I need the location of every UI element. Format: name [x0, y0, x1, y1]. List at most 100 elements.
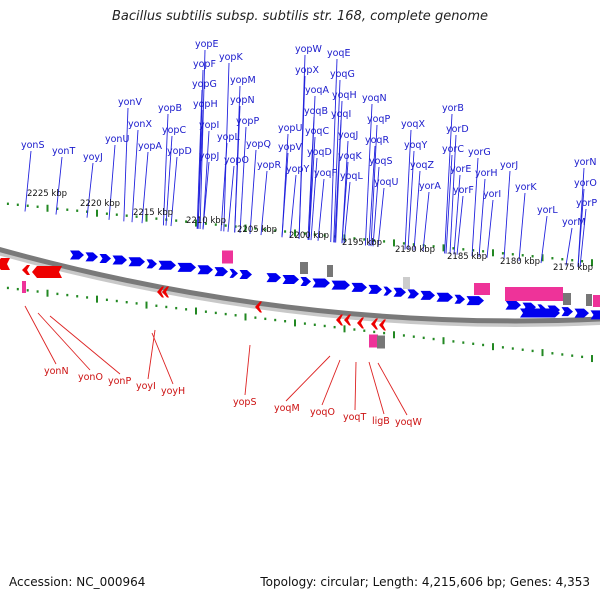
gene-label-yopH[interactable]: yopH — [193, 99, 218, 110]
gene-label-yoqR[interactable]: yoqR — [365, 135, 389, 146]
gene-label-yoqX[interactable]: yoqX — [401, 119, 425, 130]
gene-label-yonU[interactable]: yonU — [105, 134, 129, 145]
gene-label-yopV[interactable]: yopV — [278, 142, 302, 153]
rna-feature[interactable] — [474, 283, 490, 295]
forward-gene-arrow[interactable] — [466, 296, 485, 306]
gene-label-yoqI[interactable]: yoqI — [331, 109, 351, 120]
forward-gene-arrow[interactable] — [239, 270, 253, 280]
gene-label-yonS[interactable]: yonS — [21, 140, 45, 151]
forward-gene-arrow[interactable] — [197, 265, 214, 275]
rna-feature[interactable] — [222, 250, 233, 264]
gene-label-yopL[interactable]: yopL — [217, 132, 240, 143]
reverse-gene-arrow[interactable] — [255, 301, 262, 313]
gene-label-yorM[interactable]: yorM — [562, 217, 586, 228]
forward-gene-arrow[interactable] — [146, 259, 158, 269]
forward-gene-arrow[interactable] — [312, 278, 331, 288]
forward-gene-arrow[interactable] — [520, 308, 560, 318]
forward-gene-arrow[interactable] — [393, 287, 407, 297]
gene-label-yopQ[interactable]: yopQ — [246, 139, 271, 150]
gene-label-yoyH[interactable]: yoyH — [161, 386, 185, 397]
gene-label-yoqE[interactable]: yoqE — [327, 48, 350, 59]
forward-gene-arrow[interactable] — [505, 300, 522, 310]
gene-label-yopO[interactable]: yopO — [224, 155, 249, 166]
gene-label-yoqC[interactable]: yoqC — [305, 126, 329, 137]
forward-gene-arrow[interactable] — [407, 289, 420, 299]
reverse-gene-arrow[interactable] — [22, 265, 30, 275]
other-feature[interactable] — [327, 265, 333, 277]
gene-label-yorP[interactable]: yorP — [576, 198, 597, 209]
reverse-gene-arrow[interactable] — [0, 258, 10, 270]
gene-label-yopK[interactable]: yopK — [219, 52, 243, 63]
gene-label-yoqW[interactable]: yoqW — [395, 417, 422, 428]
gene-label-yopN[interactable]: yopN — [230, 95, 255, 106]
forward-gene-arrow[interactable] — [574, 308, 590, 318]
forward-gene-arrow[interactable] — [266, 273, 282, 283]
forward-gene-arrow[interactable] — [420, 290, 436, 300]
gene-label-ligB[interactable]: ligB — [372, 416, 390, 427]
gene-label-yopW[interactable]: yopW — [295, 44, 322, 55]
gene-label-yonO[interactable]: yonO — [78, 372, 103, 383]
gene-label-yoqJ[interactable]: yoqJ — [338, 130, 358, 141]
reverse-gene-arrow[interactable] — [32, 266, 62, 278]
gene-label-yorG[interactable]: yorG — [468, 147, 491, 158]
gene-label-yoqM[interactable]: yoqM — [274, 403, 300, 414]
reverse-gene-arrow[interactable] — [336, 314, 343, 326]
gene-label-yoqU[interactable]: yoqU — [374, 177, 398, 188]
forward-gene-arrow[interactable] — [85, 252, 99, 262]
rna-feature[interactable] — [593, 295, 600, 307]
gene-label-yorN[interactable]: yorN — [574, 157, 596, 168]
gene-label-yopP[interactable]: yopP — [236, 116, 259, 127]
gene-label-yorH[interactable]: yorH — [475, 168, 497, 179]
gene-label-yoqS[interactable]: yoqS — [369, 156, 393, 167]
gene-label-yorK[interactable]: yorK — [515, 182, 537, 193]
forward-gene-arrow[interactable] — [383, 286, 393, 296]
gene-label-yoyI[interactable]: yoyI — [136, 381, 156, 392]
gene-label-yorC[interactable]: yorC — [442, 144, 464, 155]
gene-label-yorO[interactable]: yorO — [574, 178, 597, 189]
forward-gene-arrow[interactable] — [368, 284, 383, 294]
gene-label-yopF[interactable]: yopF — [193, 59, 216, 70]
gene-label-yopA[interactable]: yopA — [138, 141, 162, 152]
forward-gene-arrow[interactable] — [331, 280, 351, 290]
gene-label-yopX[interactable]: yopX — [295, 65, 319, 76]
forward-gene-arrow[interactable] — [282, 274, 300, 284]
gene-label-yopU[interactable]: yopU — [278, 123, 302, 134]
gene-label-yoqK[interactable]: yoqK — [338, 151, 362, 162]
gene-label-yonN[interactable]: yonN — [44, 366, 69, 377]
reverse-gene-arrow[interactable] — [357, 317, 364, 329]
rna-feature[interactable] — [22, 281, 26, 293]
gene-label-yopS[interactable]: yopS — [233, 397, 257, 408]
gene-label-yopR[interactable]: yopR — [257, 160, 281, 171]
gene-label-yorF[interactable]: yorF — [453, 185, 474, 196]
gene-label-yoqY[interactable]: yoqY — [404, 140, 427, 151]
gene-label-yorB[interactable]: yorB — [442, 103, 464, 114]
gene-label-yorD[interactable]: yorD — [446, 124, 469, 135]
gene-label-yopJ[interactable]: yopJ — [199, 151, 219, 162]
gene-features[interactable] — [0, 250, 600, 349]
gene-label-yopM[interactable]: yopM — [230, 75, 256, 86]
reverse-gene-arrow[interactable] — [371, 318, 378, 330]
gene-label-yoqG[interactable]: yoqG — [330, 69, 355, 80]
gene-label-yoqP[interactable]: yoqP — [367, 114, 390, 125]
reverse-gene-arrow[interactable] — [157, 286, 164, 298]
gene-label-yopE[interactable]: yopE — [195, 39, 218, 50]
forward-gene-arrow[interactable] — [229, 268, 239, 278]
bottom-gene-labels[interactable]: yonN yonO yonP yoyI yoyH yopS yoqM yoqO yoqT ligB… — [44, 366, 422, 428]
gene-label-yorA[interactable]: yorA — [419, 181, 441, 192]
forward-gene-arrow[interactable] — [99, 253, 112, 263]
forward-gene-arrow[interactable] — [177, 262, 197, 272]
forward-gene-arrow[interactable] — [112, 255, 128, 265]
gene-label-yoqZ[interactable]: yoqZ — [410, 160, 434, 171]
gene-label-yoqH[interactable]: yoqH — [332, 90, 357, 101]
gene-label-yoqD[interactable]: yoqD — [307, 147, 332, 158]
forward-gene-arrow[interactable] — [214, 267, 229, 277]
other-feature[interactable] — [377, 335, 385, 349]
forward-gene-arrow[interactable] — [70, 250, 84, 260]
forward-gene-arrow[interactable] — [158, 260, 177, 270]
gene-label-yoqA[interactable]: yoqA — [305, 85, 329, 96]
gene-label-yonX[interactable]: yonX — [128, 119, 152, 130]
reverse-gene-arrow[interactable] — [379, 319, 386, 331]
forward-gene-arrow[interactable] — [300, 277, 312, 287]
